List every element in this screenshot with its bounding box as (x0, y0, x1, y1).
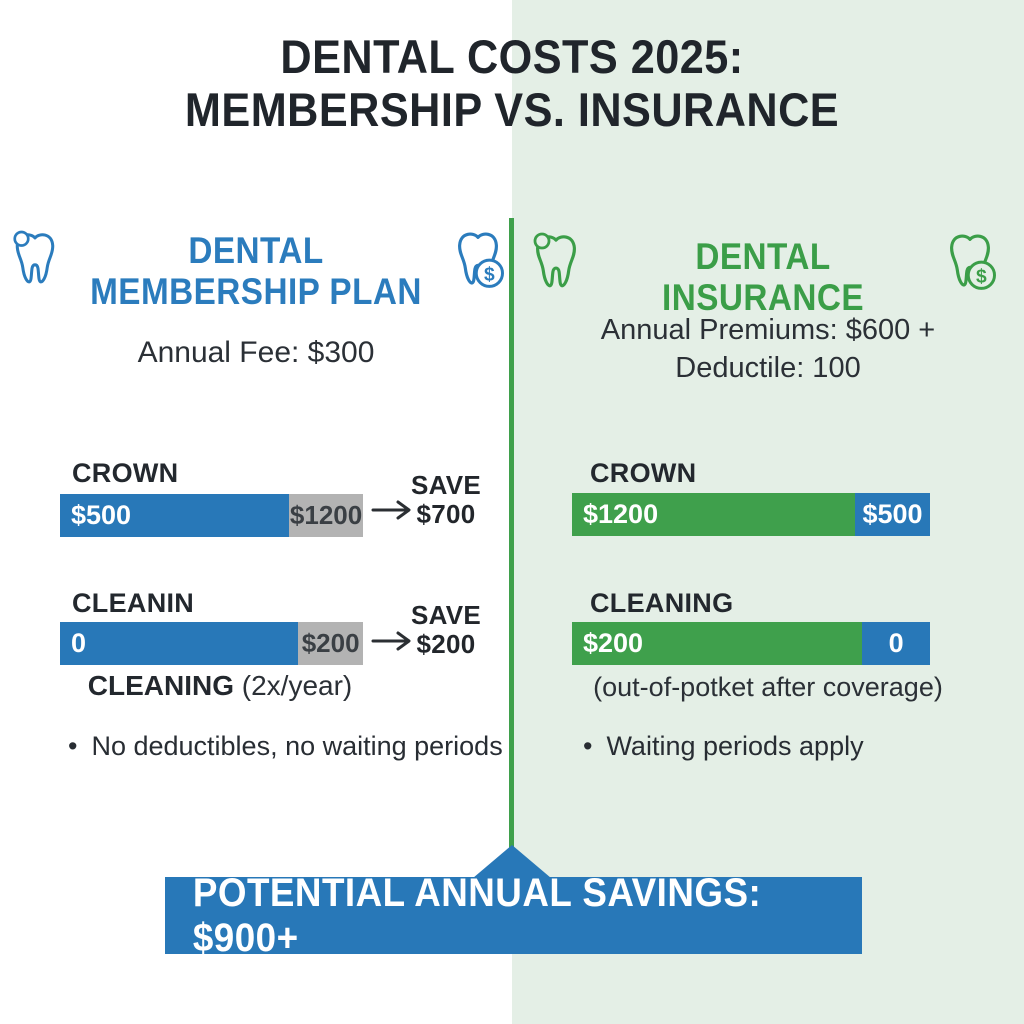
insurance-cleaning-out-of-pocket-segment: 0 (862, 622, 930, 665)
insurance-cleaning-bar: $200 0 (572, 622, 930, 665)
title-line-2: MEMBERSHIP VS. INSURANCE (184, 83, 840, 137)
insurance-premiums: Annual Premiums: $600 + Deductile: 100 (512, 312, 1024, 387)
membership-cleaning-caption: CLEANING (2x/year) (20, 670, 420, 702)
insurance-crown-label: CROWN (590, 458, 697, 488)
premium-line-2: Deductile: 100 (675, 351, 861, 384)
tooth-icon (533, 232, 576, 288)
membership-header: DENTAL MEMBERSHIP PLAN $ (8, 226, 506, 313)
save-amount: $200 (416, 629, 476, 660)
insurance-bullet: • Waiting periods apply (583, 731, 864, 762)
arrow-right-icon (371, 631, 411, 651)
insurance-heading: DENTAL INSURANCE (661, 236, 865, 319)
column-divider (509, 218, 514, 848)
insurance-cleaning-label: CLEANING (590, 588, 734, 618)
membership-bullet: • No deductibles, no waiting periods (68, 731, 503, 762)
membership-crown-bar: $500 $1200 (60, 494, 363, 537)
membership-heading: DENTAL MEMBERSHIP PLAN (90, 230, 422, 313)
premium-line-1: Annual Premiums: $600 + (600, 314, 936, 346)
membership-crown-regular-cost-segment: $1200 (289, 494, 363, 537)
membership-bullet-text: No deductibles, no waiting periods (91, 731, 503, 761)
title-line-1: DENTAL COSTS 2025: (280, 30, 744, 83)
save-word: SAVE (410, 470, 482, 500)
banner-pointer-triangle (473, 845, 551, 878)
savings-banner-text: POTENTIAL ANNUAL SAVINGS: $900+ (192, 870, 762, 960)
membership-crown-plan-cost-segment: $500 (60, 494, 290, 537)
membership-cleaning-regular-cost-segment: $200 (298, 622, 363, 665)
membership-cleaning-plan-cost-segment: 0 (60, 622, 299, 665)
save-amount: $700 (416, 499, 476, 530)
caption-rest: (2x/year) (233, 670, 353, 701)
insurance-crown-out-of-pocket-segment: $500 (855, 493, 930, 536)
bullet-marker: • (68, 731, 78, 761)
tooth-dollar-icon: $ (950, 234, 996, 290)
arrow-right-icon (371, 500, 411, 520)
savings-banner: POTENTIAL ANNUAL SAVINGS: $900+ (165, 871, 862, 960)
insurance-bullet-text: Waiting periods apply (606, 731, 864, 761)
page-title: DENTAL COSTS 2025: MEMBERSHIP VS. INSURA… (41, 30, 983, 136)
insurance-crown-cost-segment: $1200 (572, 493, 856, 536)
membership-cleaning-label: CLEANIN (72, 588, 195, 618)
caption-bold: CLEANING (87, 670, 234, 701)
save-word: SAVE (410, 600, 482, 630)
membership-cleaning-bar: 0 $200 (60, 622, 363, 665)
membership-crown-savings: SAVE $700 (408, 470, 484, 530)
dollar-glyph: $ (484, 264, 495, 285)
membership-cleaning-savings: SAVE $200 (408, 600, 484, 660)
tooth-icon (13, 230, 55, 284)
membership-crown-label: CROWN (72, 458, 179, 488)
membership-annual-fee: Annual Fee: $300 (137, 336, 375, 369)
insurance-header: DENTAL INSURANCE $ (528, 228, 998, 319)
tooth-dollar-icon: $ (458, 232, 504, 288)
bullet-marker: • (583, 731, 593, 761)
insurance-caption: (out-of-potket after coverage) (593, 672, 943, 702)
insurance-cleaning-cost-segment: $200 (572, 622, 863, 665)
insurance-crown-bar: $1200 $500 (572, 493, 930, 536)
dollar-glyph: $ (976, 266, 987, 287)
